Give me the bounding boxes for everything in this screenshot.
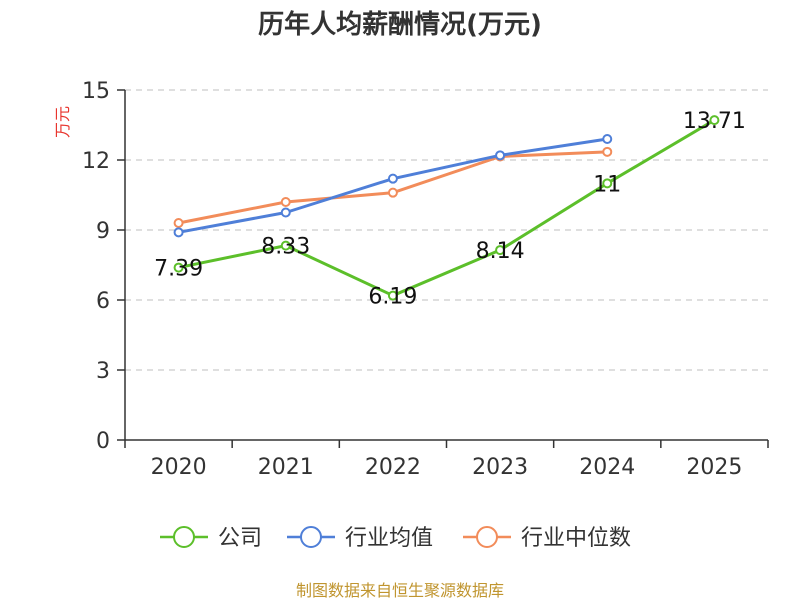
legend-item-1[interactable]: 行业均值 (287, 526, 433, 551)
data-label-0: 7.39 (154, 257, 203, 282)
series-1-point-2 (387, 173, 398, 184)
y-tick-label-1: 3 (96, 359, 110, 384)
grid-lines (125, 89, 768, 371)
legend-label-2: 行业中位数 (521, 526, 631, 551)
x-tick-label-5: 2025 (686, 455, 742, 480)
axes: 0 3 6 9 12 15 2020 2021 2022 2023 2024 2025 (82, 79, 769, 480)
series-1-point-4 (602, 134, 613, 144)
chart-title: 历年人均薪酬情况(万元) (258, 9, 542, 40)
series-0-point-5 (709, 115, 720, 126)
series-0-point-3 (495, 245, 506, 256)
data-label-2: 6.19 (368, 285, 417, 310)
series-0-point-1 (280, 240, 291, 251)
y-tick-label-2: 6 (96, 289, 110, 314)
series-0-point-2 (387, 290, 398, 301)
series-line-2 (178, 150, 608, 225)
legend-label-1: 行业均值 (345, 526, 433, 551)
legend: 公司 行业均值 行业中位数 (160, 526, 631, 551)
series-1-point-1 (280, 207, 291, 218)
x-tick-label-2: 2022 (365, 455, 421, 480)
series-1-point-0 (173, 227, 184, 238)
legend-item-0[interactable]: 公司 (160, 526, 262, 551)
series-0-point-4 (602, 178, 613, 189)
series-2-point-2 (387, 187, 398, 198)
x-tick-label-4: 2024 (579, 455, 635, 480)
legend-marker-1 (300, 526, 322, 548)
series-line-0 (178, 118, 716, 298)
y-tick-label-0: 0 (96, 429, 110, 454)
series-lines (173, 115, 720, 301)
series-2-point-0 (173, 218, 184, 228)
legend-item-2[interactable]: 行业中位数 (463, 526, 631, 551)
y-tick-label-3: 9 (96, 219, 110, 244)
series-line-1 (178, 137, 608, 234)
data-labels: 7.39 8.33 6.19 8.14 11 13.71 (154, 109, 746, 309)
x-tick-label-3: 2023 (472, 455, 528, 480)
y-axis-label: 万元 (53, 106, 72, 138)
data-label-3: 8.14 (476, 239, 525, 264)
data-label-5: 13.71 (683, 109, 746, 134)
series-1-point-3 (495, 150, 506, 161)
data-label-1: 8.33 (261, 235, 310, 260)
x-tick-label-1: 2021 (258, 455, 314, 480)
legend-marker-0 (173, 526, 195, 548)
x-tick-label-0: 2020 (151, 455, 207, 480)
source-note: 制图数据来自恒生聚源数据库 (296, 581, 504, 600)
series-2-point-4 (602, 146, 613, 157)
legend-label-0: 公司 (218, 526, 262, 551)
data-label-4: 11 (593, 172, 621, 197)
legend-marker-2 (476, 526, 498, 548)
y-tick-label-5: 15 (82, 79, 110, 104)
series-0-point-0 (173, 262, 184, 273)
series-2-point-1 (280, 197, 291, 207)
y-tick-label-4: 12 (82, 149, 110, 174)
